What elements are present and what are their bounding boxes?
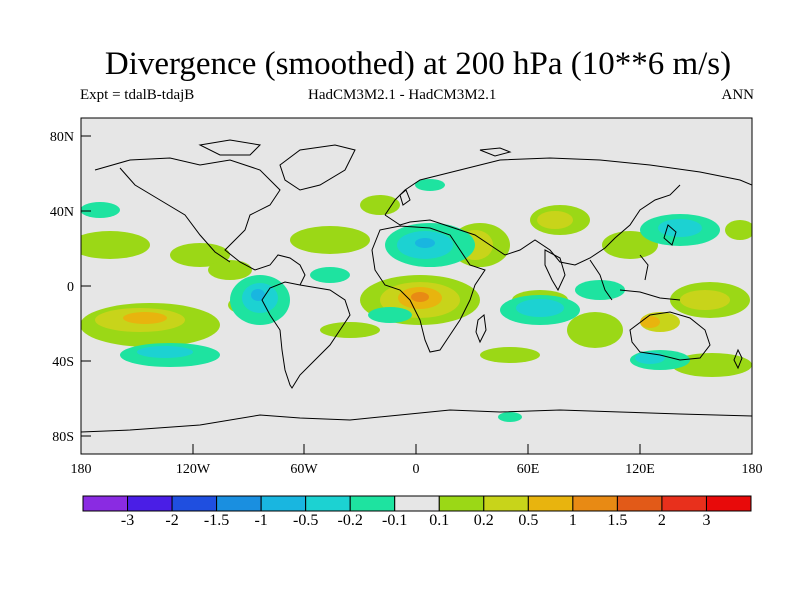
lon-tick-180e: 180	[742, 462, 763, 477]
lon-tick-60e: 60E	[517, 462, 540, 477]
colorbar-label: 0.1	[429, 512, 450, 529]
colorbar-label: 2	[657, 512, 666, 529]
colorbar-swatch	[82, 495, 129, 512]
lon-tick-180w: 180	[71, 462, 92, 477]
experiment-label: Expt = tdalB-tdajB	[80, 87, 195, 103]
longitude-axis	[192, 444, 641, 454]
colorbar-label: 0.5	[518, 512, 539, 529]
colorbar-swatch	[616, 495, 663, 512]
lat-tick-0: 0	[67, 280, 74, 295]
colorbar-swatch	[705, 495, 752, 512]
colorbar-label: -0.5	[292, 512, 319, 529]
colorbar-swatch	[260, 495, 307, 512]
lat-tick-40s: 40S	[52, 355, 74, 370]
colorbar-label: -0.1	[382, 512, 408, 529]
colorbar-swatch	[483, 495, 529, 512]
colorbar-swatch	[349, 495, 396, 512]
coastlines	[81, 139, 752, 433]
colorbar-swatch	[438, 495, 485, 512]
colorbar-swatch	[305, 495, 351, 512]
lon-tick-0: 0	[413, 462, 420, 477]
lon-tick-60w: 60W	[290, 462, 318, 477]
colorbar-swatch	[216, 495, 262, 512]
colorbar-label: -1	[254, 512, 268, 529]
colorbar-label: -1.5	[203, 512, 230, 529]
lat-tick-80s: 80S	[52, 430, 74, 445]
colorbar-label: 3	[702, 512, 711, 529]
lat-tick-40n: 40N	[50, 205, 74, 220]
colorbar-swatch	[527, 495, 574, 512]
lat-tick-80n: 80N	[50, 130, 74, 145]
colorbar-label: -0.2	[337, 512, 363, 529]
colorbar-swatch	[572, 495, 618, 512]
colorbar-swatch	[127, 495, 173, 512]
lon-tick-120e: 120E	[625, 462, 655, 477]
colorbar	[82, 495, 752, 512]
colorbar-label: -3	[120, 512, 135, 529]
model-label: HadCM3M2.1 - HadCM3M2.1	[308, 87, 497, 103]
map-title: Divergence (smoothed) at 200 hPa (10**6 …	[104, 46, 732, 82]
colorbar-label: 1	[568, 512, 577, 529]
colorbar-swatch	[661, 495, 707, 512]
divergence-field	[81, 179, 752, 422]
lon-tick-120w: 120W	[176, 462, 211, 477]
colorbar-label: 0.2	[473, 512, 494, 529]
colorbar-label: -2	[165, 512, 179, 529]
colorbar-swatch	[171, 495, 218, 512]
colorbar-label: 1.5	[607, 512, 628, 529]
latitude-axis	[81, 135, 91, 437]
colorbar-swatch	[394, 495, 440, 512]
season-label: ANN	[721, 87, 755, 103]
